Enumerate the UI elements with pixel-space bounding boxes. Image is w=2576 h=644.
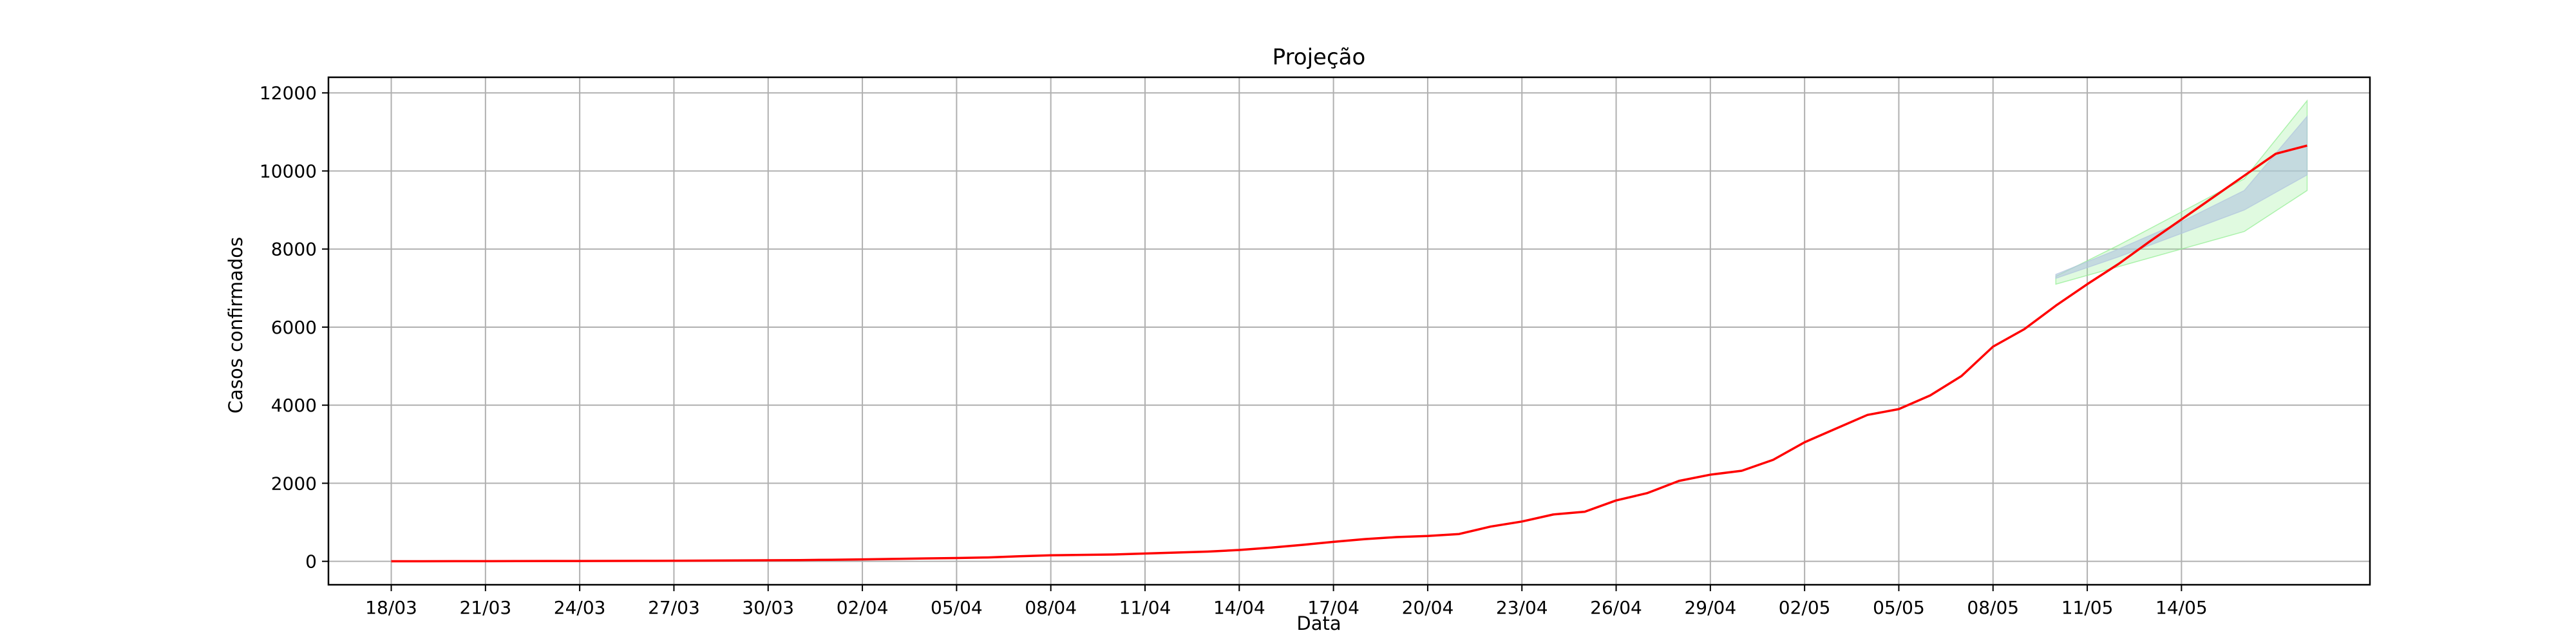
x-tick-label: 24/03	[554, 597, 606, 618]
x-tick-label: 30/03	[742, 597, 794, 618]
plot-frame	[327, 76, 2371, 586]
y-tick-label: 10000	[260, 160, 317, 182]
y-tick-label: 0	[305, 551, 317, 573]
x-tick-label: 14/04	[1213, 597, 1265, 618]
y-tick-label: 4000	[271, 395, 317, 416]
x-tick-label: 02/05	[1779, 597, 1831, 618]
series-lines	[391, 144, 2307, 563]
y-axis-title: Casos confirmados	[225, 237, 247, 413]
y-axis-ticks: 0 2000 4000 6000 8000 10000 12000	[260, 82, 328, 573]
x-tick-label: 26/04	[1590, 597, 1642, 618]
x-axis-title: Data	[1296, 612, 1341, 634]
confirmed-cases-line	[391, 144, 2307, 563]
y-tick-label: 2000	[271, 473, 317, 494]
chart-title: Projeção	[1273, 44, 1366, 70]
x-tick-label: 08/05	[1967, 597, 2019, 618]
x-tick-label: 11/05	[2061, 597, 2114, 618]
x-tick-label: 27/03	[648, 597, 700, 618]
x-tick-label: 05/05	[1873, 597, 1925, 618]
x-tick-label: 23/04	[1496, 597, 1548, 618]
x-axis-ticks: 18/03 21/03 24/03 27/03 30/03 02/04 05/04 08/04…	[365, 585, 2208, 618]
confidence-bands	[2055, 99, 2308, 285]
x-tick-label: 20/04	[1402, 597, 1454, 618]
x-tick-label: 29/04	[1684, 597, 1736, 618]
y-tick-label: 8000	[271, 239, 317, 260]
x-tick-label: 02/04	[837, 597, 889, 618]
x-tick-label: 21/03	[459, 597, 511, 618]
x-tick-label: 14/05	[2155, 597, 2208, 618]
x-tick-label: 05/04	[931, 597, 983, 618]
y-tick-label: 12000	[260, 82, 317, 104]
x-tick-label: 18/03	[365, 597, 417, 618]
x-tick-label: 11/04	[1119, 597, 1171, 618]
x-tick-label: 08/04	[1025, 597, 1077, 618]
y-tick-label: 6000	[271, 317, 317, 338]
inner-confidence-band	[2055, 115, 2308, 279]
x-tick-label: 17/04	[1307, 597, 1359, 618]
